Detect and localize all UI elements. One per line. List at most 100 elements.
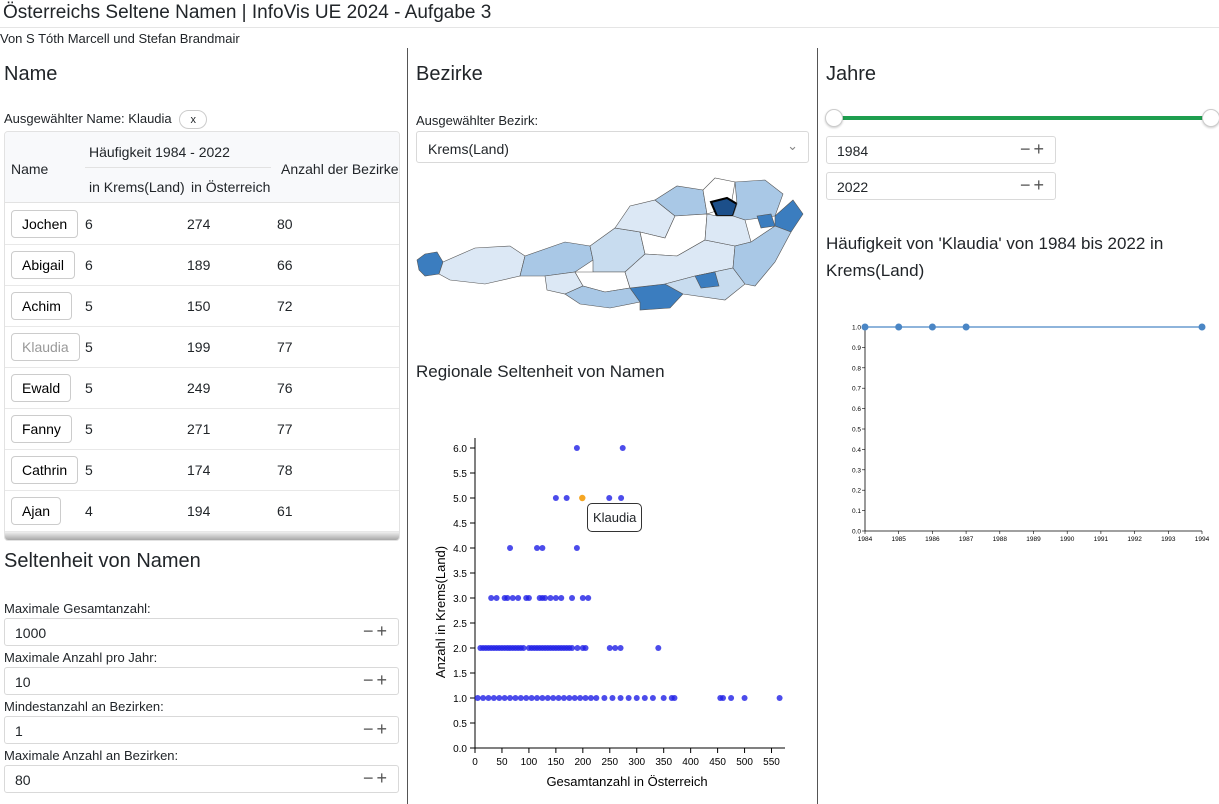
scatter-point[interactable]: [649, 695, 656, 701]
map-region-tirol-west[interactable]: [438, 245, 526, 285]
year-to-input[interactable]: 2022 −+: [826, 172, 1056, 200]
minus-icon[interactable]: −: [362, 621, 377, 641]
scatter-point[interactable]: [539, 695, 546, 701]
scatter-point[interactable]: [563, 495, 570, 501]
line-point[interactable]: [861, 323, 869, 331]
map-region-kaernten-west[interactable]: [564, 285, 641, 309]
scatter-point[interactable]: [569, 595, 576, 601]
plus-icon[interactable]: +: [1033, 175, 1047, 195]
scatter-point[interactable]: [480, 695, 487, 701]
table-row[interactable]: Fanny 5 271 77: [5, 409, 399, 450]
name-button-achim[interactable]: Achim: [11, 292, 72, 320]
max-districts-input[interactable]: 80 −+: [4, 765, 399, 793]
max-districts-stepper[interactable]: −+: [363, 768, 390, 789]
min-districts-input[interactable]: 1 −+: [4, 716, 399, 744]
scatter-point[interactable]: [544, 695, 551, 701]
scatter-point[interactable]: [560, 695, 567, 701]
scatter-point[interactable]: [558, 595, 565, 601]
scatter-point[interactable]: [619, 445, 626, 451]
scatter-point[interactable]: [550, 695, 557, 701]
plus-icon[interactable]: +: [376, 719, 390, 739]
max-total-stepper[interactable]: −+: [363, 621, 390, 642]
col-region-header[interactable]: in Krems(Land): [89, 179, 185, 195]
minus-icon[interactable]: −: [362, 719, 377, 739]
scatter-point[interactable]: [609, 695, 616, 701]
table-row[interactable]: Ajan 4 194 61: [5, 491, 399, 532]
scatter-point[interactable]: [547, 595, 554, 601]
scatter-point[interactable]: [528, 695, 535, 701]
scatter-point[interactable]: [474, 695, 481, 701]
chevron-down-icon[interactable]: ⌄: [787, 138, 798, 153]
scatter-point[interactable]: [520, 645, 527, 651]
year-from-input[interactable]: 1984 −+: [826, 136, 1056, 164]
scatter-point[interactable]: [525, 595, 532, 601]
map-region-tirol-east[interactable]: [519, 241, 594, 277]
line-point[interactable]: [928, 323, 936, 331]
table-row[interactable]: Abigail 6 189 66: [5, 245, 399, 286]
table-row[interactable]: Klaudia 5 199 77: [5, 327, 399, 368]
year-slider-end-handle[interactable]: [1202, 109, 1219, 127]
col-austria-header[interactable]: in Österreich: [191, 179, 271, 195]
scatter-points[interactable]: [474, 445, 783, 701]
scatter-point[interactable]: [741, 695, 748, 701]
line-chart[interactable]: 0.0 0.1 0.2 0.3 0.4 0.5 0.6 0.7 0.8 0.9 1.0 1984 198…: [840, 315, 1212, 550]
name-button-abigail[interactable]: Abigail: [11, 251, 76, 279]
scatter-point[interactable]: [542, 595, 549, 601]
year-slider-start-handle[interactable]: [825, 109, 843, 127]
scatter-point[interactable]: [507, 545, 514, 551]
scatter-point[interactable]: [490, 695, 497, 701]
scatter-point[interactable]: [504, 595, 511, 601]
map-region-graz[interactable]: [694, 271, 720, 289]
map-region-niederoesterreich-south[interactable]: [704, 213, 752, 247]
scatter-point[interactable]: [579, 595, 586, 601]
scatter-point[interactable]: [515, 595, 522, 601]
scatter-point[interactable]: [523, 695, 530, 701]
scatter-point[interactable]: [617, 645, 624, 651]
line-point[interactable]: [1198, 323, 1206, 331]
scatter-point[interactable]: [585, 595, 592, 601]
scatter-point[interactable]: [552, 495, 559, 501]
scatter-chart[interactable]: 0.0 0.5 1.0 1.5 2.0 2.5 3.0 3.5 4.0 4.5 5.0 5.5 6.0 0…: [415, 430, 795, 800]
name-button-jochen[interactable]: Jochen: [11, 210, 79, 238]
scatter-point[interactable]: [593, 695, 600, 701]
minus-icon[interactable]: −: [1019, 175, 1034, 195]
max-per-year-input[interactable]: 10 −+: [4, 667, 399, 695]
scatter-point[interactable]: [625, 695, 632, 701]
scatter-point[interactable]: [569, 645, 576, 651]
scatter-point[interactable]: [617, 695, 624, 701]
table-row[interactable]: Cathrin 5 174 78: [5, 450, 399, 491]
col-districts-header[interactable]: Anzahl der Bezirke: [281, 161, 399, 177]
plus-icon[interactable]: +: [376, 768, 390, 788]
scatter-point[interactable]: [671, 695, 678, 701]
scatter-point[interactable]: [612, 645, 619, 651]
map-region-vorarlberg[interactable]: [416, 251, 444, 277]
scatter-point[interactable]: [606, 495, 613, 501]
scatter-point[interactable]: [574, 645, 581, 651]
map-region-bruck[interactable]: [774, 199, 804, 233]
min-districts-stepper[interactable]: −+: [363, 719, 390, 740]
plus-icon[interactable]: +: [1033, 139, 1047, 159]
scatter-point[interactable]: [571, 695, 578, 701]
map-region-burgenland[interactable]: [732, 225, 792, 287]
line-point[interactable]: [962, 323, 970, 331]
scatter-point[interactable]: [582, 645, 589, 651]
table-scrollbar[interactable]: [5, 532, 399, 540]
name-button-fanny[interactable]: Fanny: [11, 415, 72, 443]
line-point[interactable]: [895, 323, 903, 331]
line-series[interactable]: [861, 323, 1206, 331]
max-total-input[interactable]: 1000 −+: [4, 618, 399, 646]
scatter-point[interactable]: [507, 695, 514, 701]
austria-map[interactable]: [415, 176, 807, 316]
year-to-stepper[interactable]: −+: [1020, 175, 1047, 196]
plus-icon[interactable]: +: [376, 670, 390, 690]
table-row[interactable]: Jochen 6 274 80: [5, 204, 399, 245]
table-row[interactable]: Achim 5 150 72: [5, 286, 399, 327]
map-region-niederoesterreich-east[interactable]: [732, 179, 784, 221]
scatter-point[interactable]: [728, 695, 735, 701]
scatter-point[interactable]: [633, 695, 640, 701]
scatter-point[interactable]: [720, 695, 726, 701]
scatter-point[interactable]: [587, 695, 594, 701]
map-region-krems-land[interactable]: [709, 196, 739, 217]
scatter-point[interactable]: [512, 695, 519, 701]
scatter-point[interactable]: [573, 445, 580, 451]
